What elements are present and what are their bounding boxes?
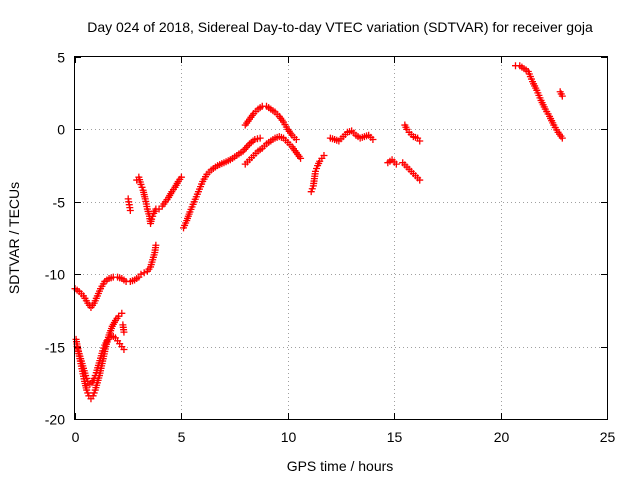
data-point <box>120 345 128 353</box>
x-tick-label: 10 <box>281 429 297 445</box>
y-tick-label: -15 <box>45 340 65 356</box>
data-point <box>292 136 300 144</box>
data-point <box>297 154 305 162</box>
data-points <box>71 62 566 403</box>
data-point <box>416 137 424 145</box>
data-point <box>392 160 400 168</box>
series-arc-15 <box>511 62 566 142</box>
data-point <box>137 270 145 278</box>
y-tick-label: 5 <box>57 50 65 66</box>
series-arc-7 <box>180 134 264 232</box>
x-tick-label: 5 <box>178 429 186 445</box>
data-point <box>118 309 126 317</box>
plot-frame <box>74 56 608 420</box>
ticks <box>75 57 608 420</box>
series-arc-6 <box>133 173 185 228</box>
series-arc-14 <box>401 121 424 145</box>
series-arc-12 <box>384 156 400 168</box>
series-arc-4 <box>119 321 128 336</box>
series-arc-5 <box>124 195 134 214</box>
x-tick-label: 0 <box>72 429 80 445</box>
y-tick-label: 0 <box>57 122 65 138</box>
chart-title: Day 024 of 2018, Sidereal Day-to-day VTE… <box>87 19 593 35</box>
data-point <box>126 206 134 214</box>
x-tick-label: 15 <box>387 429 403 445</box>
data-point <box>558 92 566 100</box>
data-point <box>558 134 566 142</box>
series-arc-9 <box>241 133 305 168</box>
data-point <box>256 134 264 142</box>
y-tick-label: -10 <box>45 267 65 283</box>
data-point <box>140 269 148 277</box>
data-point <box>369 136 377 144</box>
series-arc-11 <box>326 127 377 145</box>
series-arc-8 <box>241 102 300 144</box>
series-arc-10 <box>307 151 328 196</box>
data-point <box>320 151 328 159</box>
x-tick-label: 20 <box>494 429 510 445</box>
series-arc-3 <box>73 332 128 388</box>
data-point <box>120 328 128 336</box>
series-arc-1 <box>71 241 160 312</box>
series-arc-13 <box>399 159 424 184</box>
data-point <box>177 173 185 181</box>
y-axis-label: SDTVAR / TECUs <box>6 182 22 294</box>
data-point <box>416 176 424 184</box>
x-tick-labels: 0 5 10 15 20 25 <box>72 429 616 445</box>
y-tick-labels: -20 -15 -10 -5 0 5 <box>45 50 65 428</box>
grid <box>75 57 607 419</box>
series-arc-16 <box>556 88 566 100</box>
y-tick-label: -20 <box>45 412 65 428</box>
x-tick-label: 25 <box>600 429 616 445</box>
data-point <box>152 241 160 249</box>
y-tick-label: -5 <box>53 195 66 211</box>
x-axis-label: GPS time / hours <box>287 458 394 474</box>
